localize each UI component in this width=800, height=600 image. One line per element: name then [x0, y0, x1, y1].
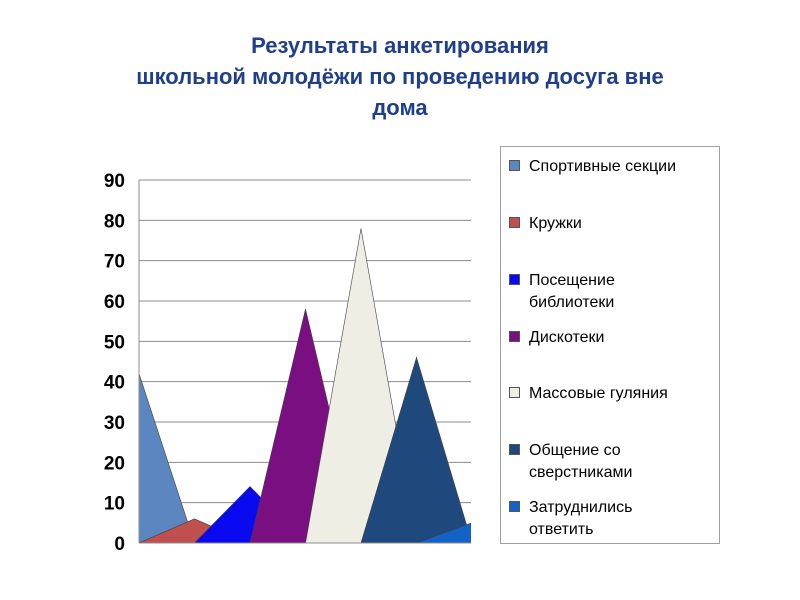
y-tick-label-20: 20	[104, 453, 125, 474]
series-triangle-peers	[360, 356, 471, 543]
legend-swatch-disco	[509, 331, 520, 342]
legend-item-library: Посещение библиотеки	[509, 270, 719, 314]
legend-swatch-sport	[509, 160, 520, 171]
legend: Спортивные секции Кружки Посещение библи…	[500, 146, 720, 544]
chart-title-line-3: дома	[372, 95, 428, 120]
legend-item-disco: Дискотеки	[509, 327, 719, 349]
legend-label-peers: Общение со сверстниками	[529, 442, 633, 481]
legend-label-undecided: Затруднились ответить	[529, 499, 633, 538]
legend-label-disco: Дискотеки	[529, 329, 605, 346]
y-axis-ticks: 0 10 20 30 40 50 60 70 80 90	[104, 171, 125, 555]
axes	[138, 180, 471, 544]
y-tick-label-80: 80	[104, 211, 125, 232]
y-tick-label-70: 70	[104, 252, 125, 273]
legend-item-sport: Спортивные секции	[509, 156, 719, 178]
legend-item-undecided: Затруднились ответить	[509, 497, 719, 541]
chart-title-line-1: Результаты анкетирования	[251, 33, 549, 58]
legend-swatch-library	[509, 274, 520, 285]
y-tick-label-10: 10	[104, 494, 125, 515]
y-tick-label-50: 50	[104, 332, 125, 353]
series-triangle-sport	[139, 372, 195, 543]
legend-label-festivals: Массовые гуляния	[529, 385, 668, 402]
legend-item-festivals: Массовые гуляния	[509, 383, 719, 405]
y-tick-label-60: 60	[104, 292, 125, 313]
legend-item-peers: Общение со сверстниками	[509, 440, 719, 484]
legend-swatch-clubs	[509, 217, 520, 228]
y-tick-label-90: 90	[104, 171, 125, 192]
legend-swatch-undecided	[509, 501, 520, 512]
series-triangle-undecided	[416, 522, 471, 543]
legend-swatch-festivals	[509, 387, 520, 398]
series-marks	[139, 228, 471, 543]
y-tick-label-30: 30	[104, 413, 125, 434]
chart-title-line-2: школьной молодёжи по проведению досуга в…	[136, 64, 664, 89]
legend-item-clubs: Кружки	[509, 213, 719, 235]
chart-title: Результаты анкетирования школьной молодё…	[0, 30, 800, 123]
legend-label-clubs: Кружки	[529, 215, 582, 232]
legend-swatch-peers	[509, 444, 520, 455]
y-tick-label-40: 40	[104, 373, 125, 394]
legend-label-sport: Спортивные секции	[529, 158, 677, 175]
y-tick-label-0: 0	[114, 534, 125, 555]
legend-label-library: Посещение библиотеки	[529, 272, 615, 311]
